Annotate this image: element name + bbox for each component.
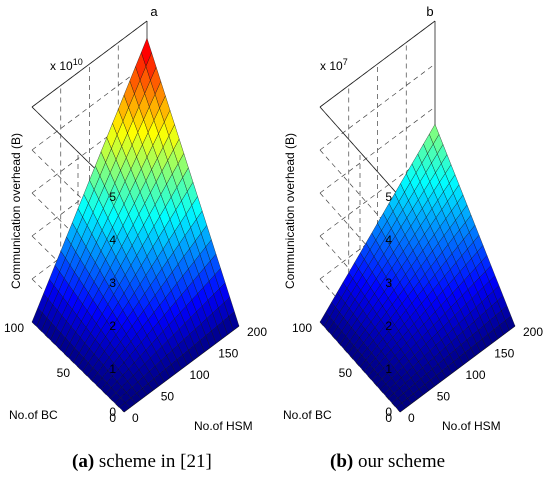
x1-axis-label: No.of BC <box>9 408 58 422</box>
x2-axis-label: No.of HSM <box>442 419 501 433</box>
exponent-base: x 10 <box>50 59 73 73</box>
caption-a: (a) scheme in [21] <box>72 451 212 472</box>
surface-patch <box>429 123 440 145</box>
x1-tick-label: 50 <box>57 366 71 380</box>
exponent-label: x 107 <box>320 57 348 73</box>
surface-mesh <box>31 37 240 413</box>
x2-tick-label: 0 <box>132 411 139 425</box>
axis-edge <box>31 20 148 108</box>
x1-tick-label: 50 <box>339 366 353 380</box>
z-tick-label: 4 <box>109 233 116 247</box>
caption-a-text: scheme in [21] <box>94 451 212 472</box>
x1-tick-label: 0 <box>385 411 392 425</box>
captions: (a) scheme in [21] (b) our scheme <box>72 451 445 472</box>
z-tick-label: 1 <box>109 362 116 376</box>
z-tick-label: 4 <box>385 233 392 247</box>
axis-edge <box>319 106 401 198</box>
chart-panel-a: a x 1010 Communication overhead (B) No.o… <box>4 4 267 433</box>
grid-line-z <box>319 63 436 151</box>
caption-b-text: our scheme <box>353 451 445 472</box>
z-tick-label: 0 <box>385 405 392 419</box>
z-tick-label: 3 <box>109 276 116 290</box>
x1-tick-label: 0 <box>109 411 116 425</box>
tick-labels: 0 1 2 3 4 5 100 50 0 200 150 100 50 0 <box>4 190 267 425</box>
axis-edge <box>319 20 436 108</box>
x2-axis-label: No.of HSM <box>194 419 253 433</box>
x2-tick-label: 0 <box>408 411 415 425</box>
exponent-base: x 10 <box>320 59 343 73</box>
z-tick-label: 5 <box>109 190 116 204</box>
grid-line-z <box>319 106 436 194</box>
exponent-superscript: 10 <box>73 57 83 67</box>
z-tick-label: 3 <box>385 276 392 290</box>
caption-b: (b) our scheme <box>330 451 445 472</box>
x2-tick-label: 50 <box>161 390 175 404</box>
chart-panel-b: b x 107 Communication overhead (B) No.of… <box>283 4 543 433</box>
x2-tick-label: 200 <box>523 325 543 339</box>
z-axis-label: Communication overhead (B) <box>9 133 23 289</box>
z-tick-label: 1 <box>385 362 392 376</box>
panel-label: b <box>426 4 433 19</box>
x1-tick-label: 100 <box>4 321 24 335</box>
grid-line-z <box>31 63 148 151</box>
x1-axis-label: No.of BC <box>283 408 332 422</box>
x2-tick-label: 150 <box>494 347 514 361</box>
exponent-superscript: 7 <box>343 57 348 67</box>
x2-tick-label: 150 <box>218 347 238 361</box>
exponent-label: x 1010 <box>50 57 83 73</box>
z-tick-label: 2 <box>109 319 116 333</box>
x2-tick-label: 50 <box>437 390 451 404</box>
x2-tick-label: 100 <box>466 368 486 382</box>
tick-labels: 0 1 2 3 4 5 100 50 0 200 150 100 50 0 <box>292 190 543 425</box>
z-tick-label: 2 <box>385 319 392 333</box>
panel-label: a <box>150 4 158 19</box>
z-tick-label: 0 <box>109 405 116 419</box>
surface-patch <box>141 37 152 67</box>
x2-tick-label: 200 <box>247 325 267 339</box>
surface-mesh <box>319 123 516 413</box>
caption-b-bold: (b) <box>330 451 353 472</box>
z-axis-label: Communication overhead (B) <box>283 133 297 289</box>
x1-tick-label: 100 <box>292 321 312 335</box>
z-tick-label: 5 <box>385 190 392 204</box>
x2-tick-label: 100 <box>190 368 210 382</box>
caption-a-bold: (a) <box>72 451 94 472</box>
